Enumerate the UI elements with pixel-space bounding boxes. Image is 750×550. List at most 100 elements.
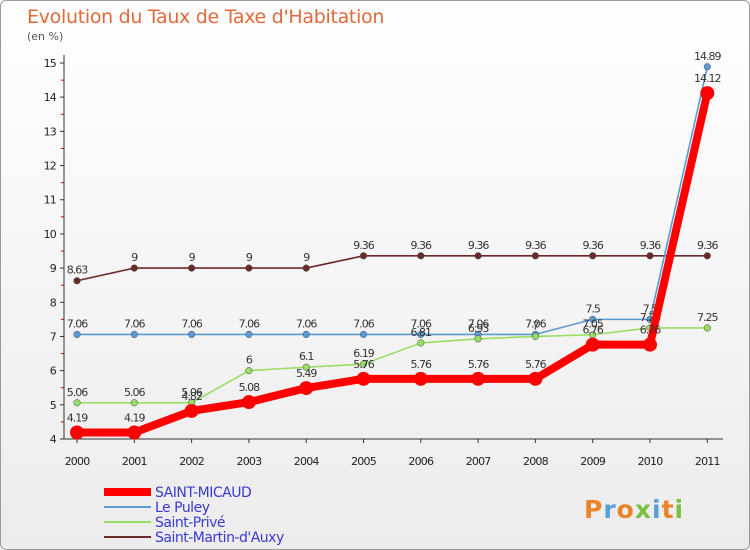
data-point — [471, 371, 486, 386]
data-label: 7.06 — [411, 317, 432, 330]
data-label: 7.05 — [582, 318, 603, 331]
data-label: 5.06 — [124, 386, 145, 399]
y-tick-label: 9 — [50, 262, 57, 275]
data-label: 7.06 — [67, 317, 88, 330]
series-line — [76, 327, 709, 404]
data-point — [359, 360, 368, 368]
data-label: 7.06 — [468, 317, 489, 330]
data-point — [130, 330, 138, 338]
data-label: 9.36 — [525, 239, 546, 252]
data-label: 14.89 — [694, 50, 721, 63]
data-label: 9.36 — [697, 239, 718, 252]
brand-logo: Proxiti — [584, 495, 684, 524]
data-point — [359, 330, 368, 338]
data-label: 9 — [246, 251, 253, 264]
y-axis-unit: (en %) — [27, 30, 64, 43]
y-tick-label: 8 — [50, 296, 57, 309]
data-label: 9.36 — [640, 239, 661, 252]
data-label: 6 — [246, 354, 253, 367]
data-point — [188, 330, 196, 338]
data-label: 5.76 — [353, 358, 374, 371]
data-point — [700, 86, 715, 101]
data-point — [130, 399, 138, 407]
brand-letter: i — [675, 495, 685, 524]
data-point — [127, 425, 142, 440]
data-label: 6.19 — [353, 347, 374, 360]
data-label: 7.06 — [296, 317, 317, 330]
data-label: 6.93 — [468, 322, 489, 335]
data-label: 4.19 — [67, 412, 88, 425]
data-point — [302, 264, 310, 272]
data-label: 8.63 — [67, 264, 88, 277]
x-tick-label: 2000 — [65, 455, 91, 468]
data-point — [417, 330, 425, 338]
data-point — [184, 403, 199, 418]
brand-letter: P — [584, 495, 603, 524]
data-point — [703, 324, 711, 332]
data-point — [531, 332, 539, 341]
brand-letter: r — [603, 495, 616, 524]
legend-label: Saint-Martin-d'Auxy — [155, 530, 284, 546]
y-tick-label: 6 — [50, 365, 57, 378]
data-point — [589, 315, 597, 323]
data-point — [245, 264, 253, 272]
y-tick-label: 11 — [44, 194, 56, 207]
data-label: 7 — [532, 319, 539, 332]
data-point — [531, 252, 539, 260]
data-point — [474, 335, 482, 343]
x-tick-label: 2003 — [237, 455, 263, 468]
data-point — [356, 371, 371, 386]
data-label: 7.25 — [697, 311, 718, 324]
x-tick-label: 2010 — [638, 455, 664, 468]
y-tick-label: 10 — [44, 228, 57, 241]
x-tick-label: 2009 — [580, 455, 606, 468]
brand-letter: o — [617, 495, 635, 524]
data-point — [474, 252, 482, 260]
brand-letter: i — [652, 495, 662, 524]
y-tick-label: 5 — [50, 399, 57, 412]
data-point — [528, 371, 543, 386]
data-point — [643, 337, 657, 352]
data-label: 6.1 — [299, 350, 314, 363]
legend-label: SAINT-MICAUD — [155, 485, 251, 501]
x-tick-label: 2006 — [408, 455, 434, 468]
data-point — [413, 371, 428, 386]
data-point — [589, 252, 597, 260]
y-tick-label: 15 — [44, 57, 57, 70]
data-label: 9.36 — [353, 239, 374, 252]
x-tick-label: 2001 — [122, 455, 147, 468]
data-label: 7.06 — [239, 317, 260, 330]
data-point — [70, 425, 84, 440]
y-tick-label: 4 — [50, 433, 57, 446]
x-tick-label: 2011 — [695, 455, 720, 468]
data-point — [299, 381, 314, 396]
data-point — [245, 330, 253, 338]
data-label: 5.08 — [239, 381, 260, 394]
x-tick-label: 2002 — [179, 455, 204, 468]
data-point — [245, 367, 253, 375]
data-point — [359, 252, 368, 260]
y-tick-label: 7 — [50, 330, 57, 343]
series-line — [76, 254, 709, 282]
data-label: 5.76 — [411, 358, 432, 371]
x-tick-label: 2007 — [466, 455, 492, 468]
brand-letter: x — [635, 495, 652, 524]
brand-letter: t — [662, 495, 675, 524]
y-tick-label: 12 — [44, 160, 56, 173]
data-label: 5.49 — [296, 367, 317, 380]
data-label: 6.76 — [582, 324, 603, 337]
data-point — [417, 252, 425, 260]
data-label: 9.36 — [468, 239, 489, 252]
data-point — [585, 337, 600, 352]
data-point — [646, 252, 654, 260]
legend-label: Saint-Privé — [155, 515, 225, 531]
chart-title: Evolution du Taux de Taxe d'Habitation — [27, 6, 385, 28]
data-label: 5.76 — [468, 358, 489, 371]
data-point — [417, 339, 425, 347]
y-tick-label: 14 — [44, 91, 57, 104]
x-tick-label: 2005 — [351, 455, 377, 468]
data-label: 14.12 — [694, 72, 721, 85]
data-point — [703, 252, 711, 260]
